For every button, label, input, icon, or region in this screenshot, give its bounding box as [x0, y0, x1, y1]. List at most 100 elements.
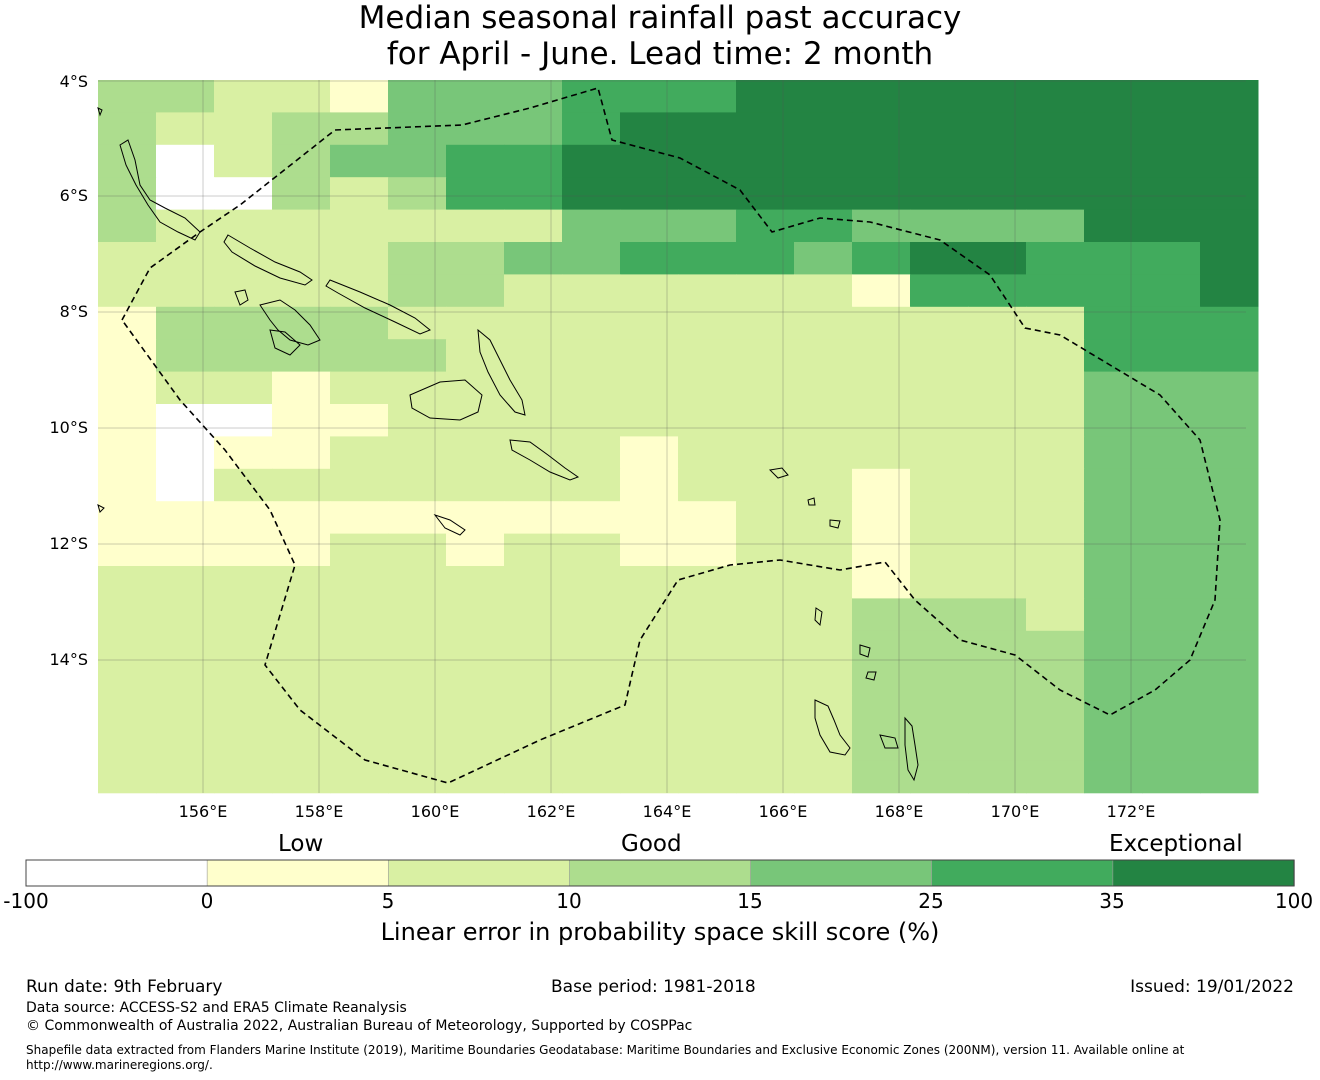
- grid-cell: [1200, 242, 1259, 275]
- lon-tick: 162°E: [526, 802, 576, 821]
- grid-cell: [1084, 436, 1143, 470]
- grid-cell: [1026, 501, 1085, 535]
- grid-cell: [1200, 598, 1259, 632]
- grid-cell: [678, 630, 737, 664]
- grid-cell: [504, 468, 563, 502]
- grid-cell: [968, 144, 1027, 178]
- grid-cell: [620, 630, 679, 664]
- grid-cell: [852, 663, 911, 697]
- grid-cell: [678, 209, 737, 243]
- grid-cell: [736, 468, 795, 502]
- grid-cell: [156, 436, 215, 470]
- grid-cell: [156, 566, 215, 599]
- grid-cell: [968, 112, 1027, 146]
- grid-cell: [98, 177, 157, 211]
- grid-cell: [156, 663, 215, 697]
- grid-cell: [1200, 760, 1259, 794]
- grid-cell: [446, 436, 505, 470]
- grid-cell: [1026, 598, 1085, 632]
- grid-cell: [736, 242, 795, 275]
- grid-cell: [910, 209, 969, 243]
- grid-cell: [504, 112, 563, 146]
- grid-cell: [330, 242, 389, 275]
- colorbar-segment: [750, 859, 933, 887]
- grid-cell: [852, 144, 911, 178]
- grid-cell: [1200, 274, 1259, 308]
- grid-cell: [156, 760, 215, 794]
- grid-cell: [214, 80, 273, 113]
- grid-cell: [156, 339, 215, 373]
- island-makira: [509, 439, 580, 481]
- grid-cell: [736, 436, 795, 470]
- grid-cell: [330, 144, 389, 178]
- island-torres: [97, 107, 105, 513]
- grid-cell: [852, 80, 911, 113]
- grid-cell: [388, 274, 447, 308]
- grid-cell: [794, 533, 853, 567]
- grid-cell: [1026, 242, 1085, 275]
- grid-cell: [968, 339, 1027, 373]
- grid-cell: [562, 533, 621, 567]
- grid-cell: [1026, 436, 1085, 470]
- grid-cell: [1026, 760, 1085, 794]
- grid-cell: [214, 598, 273, 632]
- grid-cell: [446, 533, 505, 567]
- grid-cell: [388, 695, 447, 729]
- grid-cell: [330, 306, 389, 340]
- grid-cell: [968, 209, 1027, 243]
- lat-tick: 10°S: [49, 418, 88, 437]
- grid-cell: [156, 371, 215, 405]
- grid-cell: [562, 209, 621, 243]
- grid-cell: [156, 112, 215, 146]
- grid-cell: [910, 274, 969, 308]
- grid-cell: [736, 695, 795, 729]
- grid-cell: [1026, 404, 1085, 437]
- grid-cell: [1084, 728, 1143, 761]
- grid-cell: [910, 695, 969, 729]
- copyright: © Commonwealth of Australia 2022, Austra…: [26, 1018, 693, 1034]
- grid-cell: [1084, 177, 1143, 211]
- grid-cell: [562, 404, 621, 437]
- colorbar-segment: [931, 859, 1114, 887]
- colorbar-segment: [387, 859, 571, 887]
- grid-cell: [794, 630, 853, 664]
- grid-cell: [620, 371, 679, 405]
- grid-cell: [1200, 630, 1259, 664]
- grid-cell: [1026, 695, 1085, 729]
- grid-cell: [968, 306, 1027, 340]
- grid-cell: [736, 274, 795, 308]
- grid-cell: [98, 274, 157, 308]
- island-new-georgia: [234, 289, 321, 356]
- grid-cell: [330, 436, 389, 470]
- grid-cell: [852, 404, 911, 437]
- grid-cell: [1200, 306, 1259, 340]
- grid-cell: [852, 566, 911, 599]
- grid-cell: [272, 80, 331, 113]
- colorbar-segment: [206, 859, 390, 887]
- grid-cell: [446, 663, 505, 697]
- grid-cell: [910, 177, 969, 211]
- colorbar-tick: 25: [918, 889, 944, 913]
- grid-cell: [388, 663, 447, 697]
- grid-cell: [1142, 566, 1201, 599]
- grid-cell: [1026, 630, 1085, 664]
- island-choiseul: [223, 234, 313, 286]
- grid-cell: [852, 209, 911, 243]
- grid-cell: [852, 306, 911, 340]
- grid-cell: [446, 630, 505, 664]
- grid-cell: [794, 144, 853, 178]
- grid-cell: [156, 630, 215, 664]
- grid-cell: [1084, 663, 1143, 697]
- grid-cell: [852, 112, 911, 146]
- grid-cell: [272, 728, 331, 761]
- grid-cell: [736, 80, 795, 113]
- grid-cell: [1142, 371, 1201, 405]
- grid-cell: [794, 371, 853, 405]
- island-santa-cruz: [768, 467, 841, 529]
- grid-cell: [1200, 533, 1259, 567]
- grid-cell: [214, 566, 273, 599]
- grid-cell: [736, 177, 795, 211]
- colorbar-category-exceptional: Exceptional: [1109, 831, 1243, 857]
- grid-cell: [794, 436, 853, 470]
- grid-cell: [330, 533, 389, 567]
